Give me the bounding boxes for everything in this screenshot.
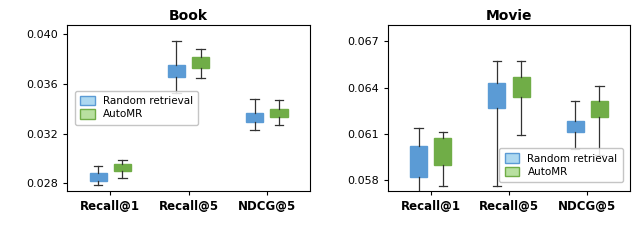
PathPatch shape bbox=[591, 102, 608, 117]
PathPatch shape bbox=[271, 109, 287, 117]
PathPatch shape bbox=[114, 164, 131, 172]
PathPatch shape bbox=[168, 66, 185, 77]
PathPatch shape bbox=[434, 138, 451, 165]
PathPatch shape bbox=[488, 83, 506, 108]
PathPatch shape bbox=[566, 121, 584, 132]
PathPatch shape bbox=[246, 113, 264, 122]
PathPatch shape bbox=[90, 173, 107, 181]
Title: Movie: Movie bbox=[486, 9, 532, 23]
PathPatch shape bbox=[513, 77, 530, 97]
PathPatch shape bbox=[192, 57, 209, 68]
Legend: Random retrieval, AutoMR: Random retrieval, AutoMR bbox=[75, 91, 198, 125]
Legend: Random retrieval, AutoMR: Random retrieval, AutoMR bbox=[499, 148, 623, 182]
PathPatch shape bbox=[410, 146, 427, 177]
Title: Book: Book bbox=[169, 9, 208, 23]
